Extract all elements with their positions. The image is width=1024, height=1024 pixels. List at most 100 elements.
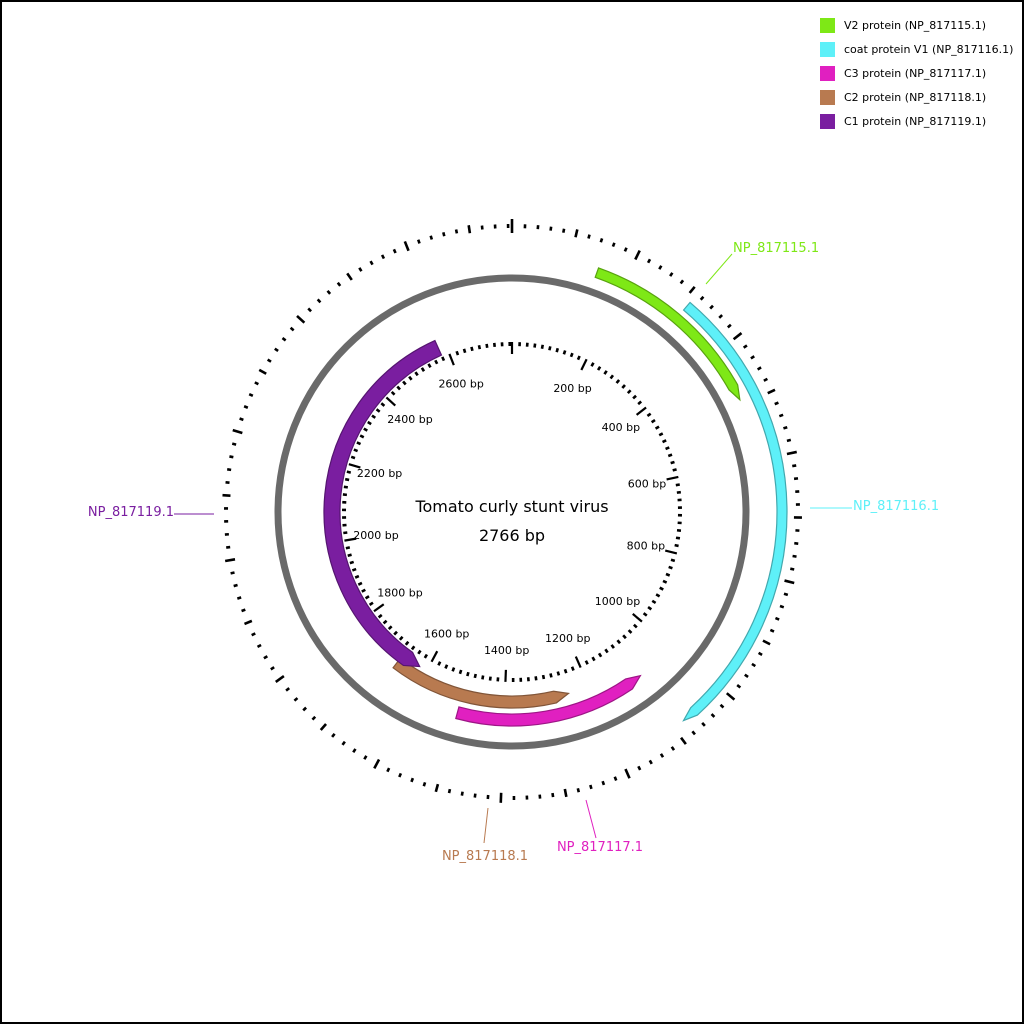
- outer-minor-tick: [266, 358, 272, 363]
- outer-major-tick: [224, 558, 236, 563]
- outer-major-tick: [275, 675, 285, 683]
- inner-major-tick: [666, 475, 679, 481]
- outer-minor-tick: [786, 438, 792, 443]
- feature-arrow-np_817119-1: [323, 339, 443, 668]
- outer-minor-tick: [744, 673, 749, 679]
- inner-minor-tick: [473, 673, 477, 679]
- inner-minor-tick: [462, 348, 467, 354]
- inner-major-tick: [635, 406, 647, 416]
- outer-minor-tick: [416, 239, 421, 244]
- outer-major-tick: [786, 450, 798, 456]
- inner-minor-tick: [427, 363, 432, 369]
- inner-minor-tick: [346, 470, 352, 474]
- outer-minor-tick: [239, 417, 244, 422]
- inner-minor-tick: [455, 350, 460, 356]
- outer-minor-tick: [254, 381, 259, 386]
- inner-minor-tick: [667, 453, 673, 458]
- inner-minor-tick: [549, 673, 553, 678]
- inner-minor-tick: [382, 619, 388, 625]
- inner-minor-tick: [584, 660, 589, 665]
- inner-tick-label: 600 bp: [628, 478, 666, 491]
- outer-minor-tick: [691, 730, 696, 736]
- inner-minor-tick: [437, 661, 442, 666]
- outer-minor-tick: [701, 722, 706, 727]
- inner-minor-tick: [375, 408, 381, 413]
- inner-minor-tick: [604, 648, 609, 654]
- inner-major-tick: [348, 463, 361, 469]
- outer-minor-tick: [363, 755, 368, 760]
- inner-minor-tick: [650, 418, 656, 424]
- outer-minor-tick: [574, 229, 579, 238]
- inner-major-tick: [373, 603, 385, 613]
- callout-line-np_817115-1: [705, 253, 733, 285]
- inner-minor-tick: [380, 402, 386, 407]
- inner-minor-tick: [670, 460, 675, 465]
- inner-minor-tick: [477, 344, 482, 350]
- outer-minor-tick: [587, 234, 591, 239]
- inner-minor-tick: [670, 558, 676, 563]
- outer-minor-tick: [774, 616, 780, 621]
- legend-swatch-v2: [820, 17, 835, 33]
- outer-minor-tick: [699, 295, 705, 301]
- outer-minor-tick: [646, 258, 652, 264]
- inner-minor-tick: [423, 653, 429, 659]
- callout-label-np_817116-1: NP_817116.1: [853, 499, 939, 514]
- outer-minor-tick: [256, 643, 262, 648]
- inner-minor-tick: [354, 574, 360, 579]
- inner-minor-tick: [344, 477, 350, 482]
- outer-minor-tick: [429, 235, 434, 240]
- inner-minor-tick: [351, 567, 357, 572]
- inner-minor-tick: [642, 612, 648, 617]
- outer-minor-tick: [358, 267, 363, 272]
- inner-minor-tick: [576, 355, 581, 361]
- outer-minor-tick: [611, 242, 616, 248]
- inner-tick-ring: [341, 341, 682, 683]
- feature-callouts: NP_817115.1 NP_817116.1 NP_817117.1 NP_8171…: [88, 241, 939, 864]
- inner-minor-tick: [615, 379, 621, 384]
- inner-tick-label: 2600 bp: [438, 378, 483, 391]
- outer-minor-tick: [589, 784, 593, 790]
- outer-minor-tick: [369, 260, 374, 266]
- outer-minor-tick: [454, 229, 459, 234]
- legend-label-c1: C1 protein (NP_817119.1): [844, 114, 987, 128]
- outer-minor-tick: [613, 776, 618, 781]
- inner-minor-tick: [356, 441, 362, 446]
- inner-major-tick: [448, 353, 455, 366]
- inner-minor-tick: [485, 343, 489, 349]
- inner-minor-tick: [345, 546, 351, 550]
- legend-item-c3: C3 protein (NP_817117.1): [820, 61, 1013, 85]
- inner-major-tick: [632, 613, 643, 623]
- outer-minor-tick: [336, 281, 342, 287]
- inner-minor-tick: [665, 572, 671, 577]
- inner-tick-label: 1800 bp: [377, 587, 422, 600]
- inner-minor-tick: [393, 630, 398, 636]
- outer-minor-tick: [302, 706, 308, 712]
- inner-minor-tick: [481, 675, 485, 680]
- inner-major-tick: [664, 549, 678, 555]
- callout-label-np_817117-1: NP_817117.1: [557, 840, 643, 855]
- inner-minor-tick: [596, 365, 602, 371]
- feature-arrow-np_817117-1: [455, 674, 642, 727]
- outer-minor-tick: [241, 608, 246, 613]
- outer-minor-tick: [751, 662, 757, 668]
- inner-minor-tick: [668, 565, 673, 570]
- inner-minor-tick: [404, 640, 410, 646]
- outer-minor-tick: [679, 279, 685, 285]
- legend-item-c1: C1 protein (NP_817119.1): [820, 109, 1013, 133]
- outer-minor-tick: [442, 231, 446, 237]
- outer-minor-tick: [769, 628, 775, 633]
- outer-minor-tick: [762, 639, 771, 646]
- inner-minor-tick: [590, 362, 595, 367]
- outer-minor-tick: [659, 753, 665, 758]
- outer-minor-tick: [293, 697, 299, 702]
- outer-minor-tick: [779, 604, 785, 609]
- outer-minor-tick: [757, 651, 763, 656]
- legend-label-c2: C2 protein (NP_817118.1): [844, 90, 987, 104]
- callout-label-np_817119-1: NP_817119.1: [88, 505, 174, 520]
- outer-minor-tick: [319, 723, 328, 731]
- outer-minor-tick: [670, 746, 676, 751]
- genome-title: Tomato curly stunt virus: [414, 497, 608, 516]
- inner-minor-tick: [387, 625, 393, 631]
- inner-minor-tick: [662, 579, 668, 584]
